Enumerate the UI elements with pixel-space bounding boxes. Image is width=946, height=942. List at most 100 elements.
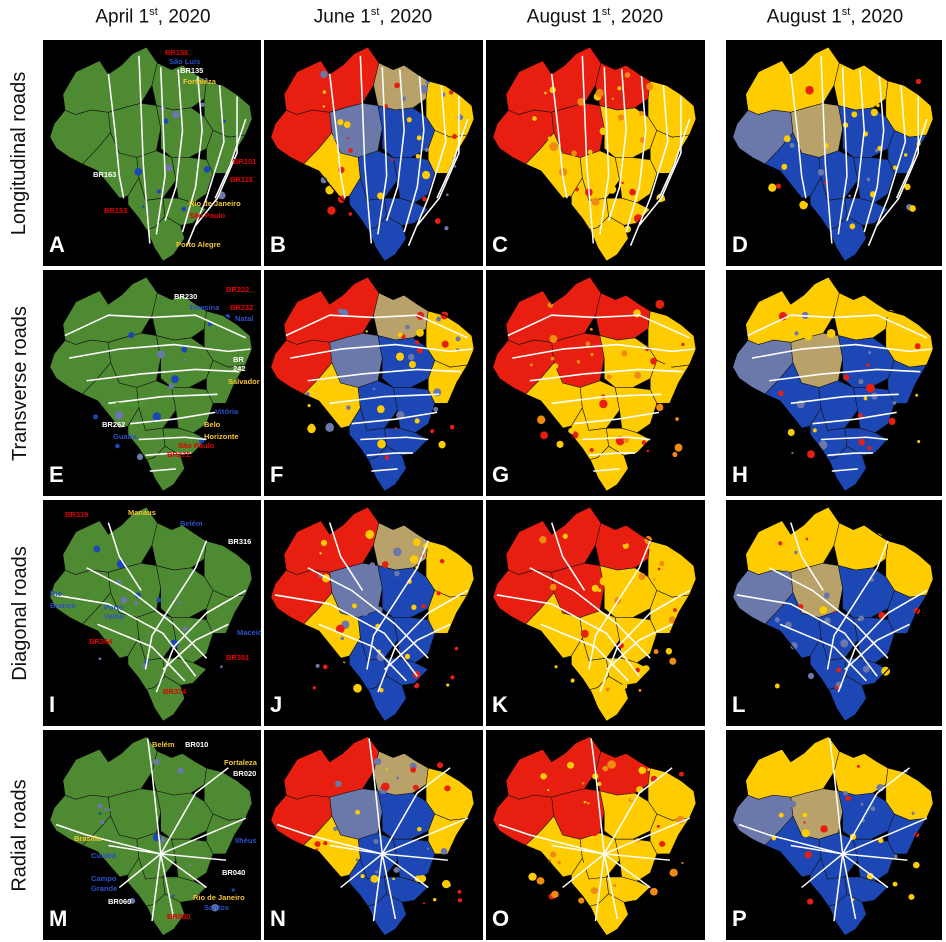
road-line [285,314,468,339]
municipality-spot [413,538,421,547]
municipality-spot [556,377,561,382]
municipality-spot [576,360,581,364]
municipality-spot [392,877,395,881]
map-annotation: BR116 [230,175,253,184]
municipality-spot [529,363,533,367]
road-line [837,67,848,235]
municipality-spot [892,400,897,405]
municipality-spot [621,350,628,357]
road-line [837,589,928,693]
municipality-spot [357,128,364,135]
road-line [842,853,889,889]
municipality-spot [851,111,858,118]
municipality-spot [426,847,430,850]
road-line [118,853,162,889]
municipality-spot [181,346,188,353]
road-line [340,853,383,889]
municipality-spot [322,105,326,108]
panel-letter: F [270,462,284,487]
road-line [160,767,229,855]
map-annotation: Ilhéus [235,836,257,845]
municipality-spot [867,445,872,451]
municipality-spot [893,854,898,859]
municipality-spot [910,553,915,558]
municipality-spot [320,70,328,79]
road-line [826,540,889,670]
municipality-spot [436,797,444,805]
road-line [551,844,605,855]
municipality-spot [147,209,151,213]
municipality-spot [203,165,211,173]
municipality-spot [415,153,421,159]
municipality-spot [675,788,681,795]
municipality-spot [812,428,817,433]
municipality-spot [454,165,457,168]
road-line [214,118,247,199]
road-line [383,623,451,671]
municipality-spot [528,872,537,881]
municipality-spot [866,383,875,393]
municipality-spot [172,894,175,897]
municipality-spot [333,826,338,832]
road-line [751,343,932,359]
road-line [842,853,908,861]
municipality-spot [373,839,379,844]
road-line [160,853,207,889]
municipality-spot [583,800,587,804]
road-line [382,853,449,861]
municipality-spot [848,194,851,198]
municipality-spot [545,620,549,623]
municipality-spot [319,551,322,555]
map-annotation: Teresina [189,303,220,312]
municipality-spot [608,139,616,148]
municipality-spot [348,212,353,216]
brazil-map [43,500,261,726]
map-panel-d: D [726,40,942,266]
road-line [529,368,684,382]
municipality-spot [849,223,856,230]
road-line [747,314,928,339]
municipality-spot [593,126,598,130]
municipality-spot [785,569,788,573]
municipality-spot [315,663,320,668]
map-annotation: BR163 [93,170,117,179]
municipality-spot [589,447,594,453]
brazil-map [43,40,261,266]
map-annotation: Guaíra [113,432,137,441]
municipality-spot [789,800,797,808]
municipality-spot [607,179,614,186]
municipality-spot [818,440,828,450]
municipality-spot [852,557,856,560]
map-annotation: Fortaleza [183,77,216,86]
map-annotation: BR364 [89,637,113,646]
municipality-spot [656,403,664,412]
road-line [603,853,619,920]
municipality-spot [774,683,780,689]
map-annotation: BR040 [222,868,246,877]
map-annotation: Velho [104,612,125,621]
road-line [529,567,651,659]
municipality-spot [556,440,564,448]
municipality-spot [790,642,798,650]
country-outline [269,506,475,723]
panel-letter: J [270,692,283,717]
municipality-spot [834,685,839,690]
map-panel-o: O [486,730,705,940]
municipality-spot [115,443,120,449]
road-line [55,823,161,855]
municipality-spot [381,561,389,568]
municipality-spot [416,347,423,354]
road-line [366,540,429,670]
map-annotation: BR050 [167,912,191,921]
road-line [821,436,889,441]
map-annotation: Branco [50,601,76,610]
municipality-spot [596,152,604,160]
municipality-spot [414,875,422,883]
column-header-august: August 1st, 2020 [526,6,664,28]
road-line [638,96,682,226]
municipality-spot [98,812,102,815]
municipality-spot [905,558,914,567]
municipality-spot [595,88,604,98]
municipality-spot [805,537,809,541]
road-line [779,623,867,682]
